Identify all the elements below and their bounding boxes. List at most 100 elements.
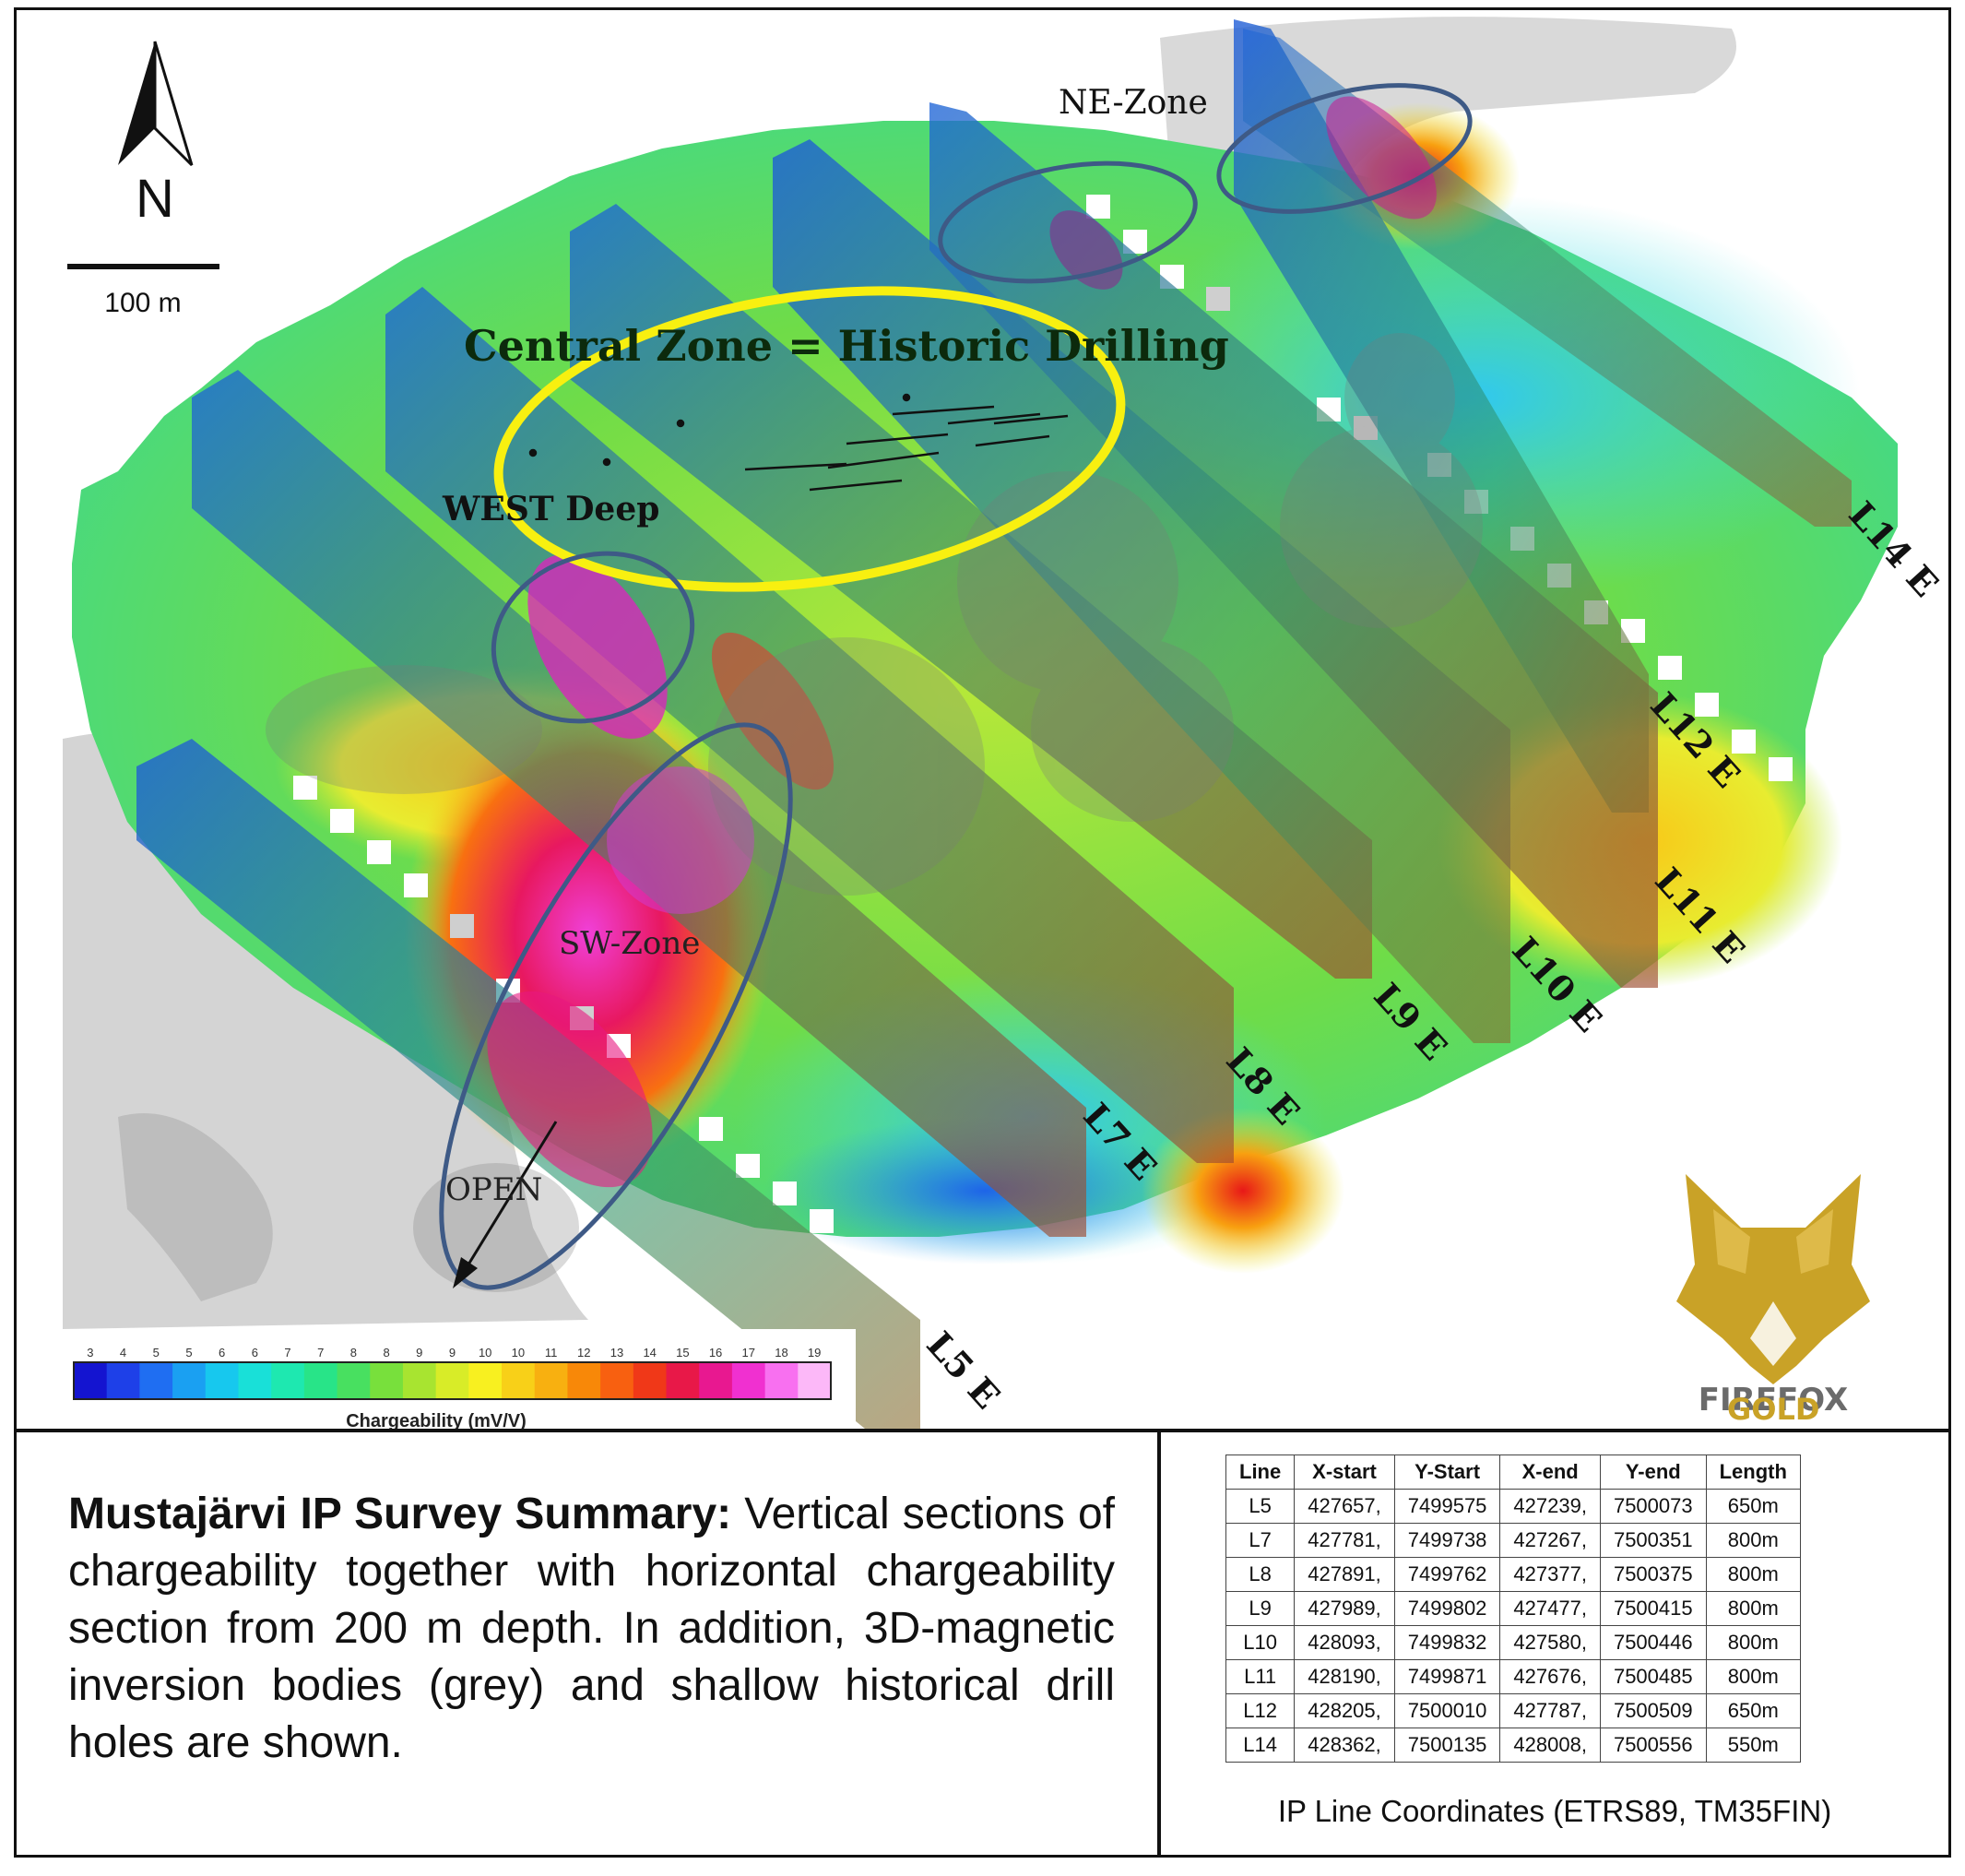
table-cell: 7500446 (1599, 1625, 1707, 1660)
open-arrow (453, 1121, 558, 1288)
table-cell: 7499575 (1393, 1489, 1501, 1524)
colorbar-cell (731, 1362, 766, 1399)
sw-zone-label: SW-Zone (559, 925, 700, 962)
table-cell: 7500375 (1599, 1557, 1707, 1592)
scale-label: 100 m (104, 288, 181, 318)
magnetic-inversion-bodies (266, 333, 1483, 1292)
colorbar-tick-label: 8 (350, 1346, 357, 1360)
colorbar-cell (666, 1362, 700, 1399)
scale-bar: 100 m (67, 264, 219, 318)
colorbar-cell (337, 1362, 371, 1399)
table-cell: 7500509 (1599, 1693, 1707, 1728)
table-cell: 427580, (1499, 1625, 1601, 1660)
table-row: L9 427989, 7499802 427477, 7500415 800m (1225, 1591, 1801, 1626)
sw-zone-ellipse (439, 722, 793, 1290)
colorbar-cell (798, 1362, 832, 1399)
table-cell: 427891, (1294, 1557, 1395, 1592)
ne-zone-ellipse-2 (1216, 83, 1473, 214)
table-cell: 428205, (1294, 1693, 1395, 1728)
west-deep-ellipse (491, 551, 695, 724)
colorbar-cell (435, 1362, 469, 1399)
colorbar-tick-label: 13 (610, 1346, 623, 1360)
colorbar-tick-label: 6 (252, 1346, 258, 1360)
table-cell: 427477, (1499, 1591, 1601, 1626)
colorbar-tick-label: 18 (775, 1346, 787, 1360)
table-header-cell: Y-end (1599, 1454, 1707, 1490)
section-l11 (929, 102, 1658, 988)
table-cell: 427989, (1294, 1591, 1395, 1626)
table-cell: 428362, (1294, 1728, 1395, 1763)
colorbar-tick-label: 5 (153, 1346, 160, 1360)
colorbar-tick-label: 7 (317, 1346, 324, 1360)
section-l9 (570, 204, 1372, 979)
figure-frame: N 100 m NE-Zone Central Zone = Historic … (14, 7, 1951, 1858)
colorbar-cells (73, 1361, 832, 1400)
table-cell: 7499762 (1393, 1557, 1501, 1592)
colorbar-cell (699, 1362, 733, 1399)
table-cell: 7500485 (1599, 1659, 1707, 1694)
table-cell: 550m (1705, 1728, 1801, 1763)
colorbar-tick-label: 10 (512, 1346, 525, 1360)
open-label: OPEN (445, 1171, 542, 1208)
ne-zone-label: NE-Zone (1059, 84, 1208, 122)
vertical-sections (136, 19, 1852, 1429)
table-cell: 427657, (1294, 1489, 1395, 1524)
colorbar-tick-label: 5 (185, 1346, 192, 1360)
table-cell: 427676, (1499, 1659, 1601, 1694)
colorbar-cell (205, 1362, 239, 1399)
ne-zone-ellipse (938, 160, 1198, 284)
north-arrow-icon: N (118, 41, 194, 229)
table-cell: 427239, (1499, 1489, 1601, 1524)
colorbar-cell (238, 1362, 272, 1399)
table-body: L5 427657, 7499575 427239, 7500073 650m L7 4277… (1225, 1489, 1801, 1763)
table-cell: 7500556 (1599, 1728, 1707, 1763)
colorbar-tick-label: 8 (383, 1346, 389, 1360)
colorbar-cell (600, 1362, 634, 1399)
colorbar-cell (764, 1362, 799, 1399)
colorbar-cell (468, 1362, 503, 1399)
central-zone-ellipse (493, 286, 1126, 592)
colorbar-tick-label: 7 (284, 1346, 290, 1360)
table-header-row: Line X-start Y-Start X-end Y-end Length (1225, 1454, 1801, 1490)
table-row: L5 427657, 7499575 427239, 7500073 650m (1225, 1489, 1801, 1524)
table-header-cell: Length (1705, 1454, 1801, 1490)
colorbar-cell (303, 1362, 338, 1399)
colorbar-cell (502, 1362, 536, 1399)
ip-line-coordinates-table: Line X-start Y-Start X-end Y-end Length L5 427… (1225, 1454, 1801, 1763)
table-row: L7 427781, 7499738 427267, 7500351 800m (1225, 1523, 1801, 1558)
table-cell: 7499802 (1393, 1591, 1501, 1626)
colorbar-cell (172, 1362, 207, 1399)
colorbar-cell (633, 1362, 668, 1399)
colorbar-tick-label: 15 (676, 1346, 689, 1360)
colorbar-cell (370, 1362, 404, 1399)
table-cell: L5 (1225, 1489, 1296, 1524)
survey-summary: Mustajärvi IP Survey Summary: Vertical s… (68, 1486, 1115, 1772)
colorbar-tick-label: 10 (479, 1346, 491, 1360)
table-cell: 7500415 (1599, 1591, 1707, 1626)
logo-line2: GOLD (1727, 1392, 1820, 1427)
table-cell: 428190, (1294, 1659, 1395, 1694)
table-cell: 427787, (1499, 1693, 1601, 1728)
table-cell: L9 (1225, 1591, 1296, 1626)
zone-outlines (439, 83, 1473, 1290)
colorbar-tick-label: 16 (709, 1346, 722, 1360)
table-cell: L12 (1225, 1693, 1296, 1728)
section-l10 (773, 139, 1510, 1043)
colorbar-tick-label: 14 (643, 1346, 656, 1360)
table-cell: 7500135 (1393, 1728, 1501, 1763)
colorbar-tick-label: 9 (416, 1346, 422, 1360)
summary-text: Vertical sections of chargeability toget… (68, 1490, 1116, 1767)
table-cell: 427267, (1499, 1523, 1601, 1558)
colorbar-cell (534, 1362, 568, 1399)
colorbar-tick-label: 11 (545, 1346, 558, 1360)
table-row: L10 428093, 7499832 427580, 7500446 800m (1225, 1625, 1801, 1660)
colorbar-cell (567, 1362, 601, 1399)
table-cell: 650m (1705, 1693, 1801, 1728)
colorbar-tick-label: 9 (449, 1346, 456, 1360)
table-cell: L10 (1225, 1625, 1296, 1660)
table-cell: 800m (1705, 1557, 1801, 1592)
table-cell: 7500073 (1599, 1489, 1707, 1524)
table-header-cell: Line (1225, 1454, 1296, 1490)
colorbar-ticks: 3 4 5 5 6 6 7 7 8 8 9 9 10 10 11 12 13 14 15 16 17 18 19 (87, 1346, 821, 1360)
colorbar-cell (402, 1362, 437, 1399)
